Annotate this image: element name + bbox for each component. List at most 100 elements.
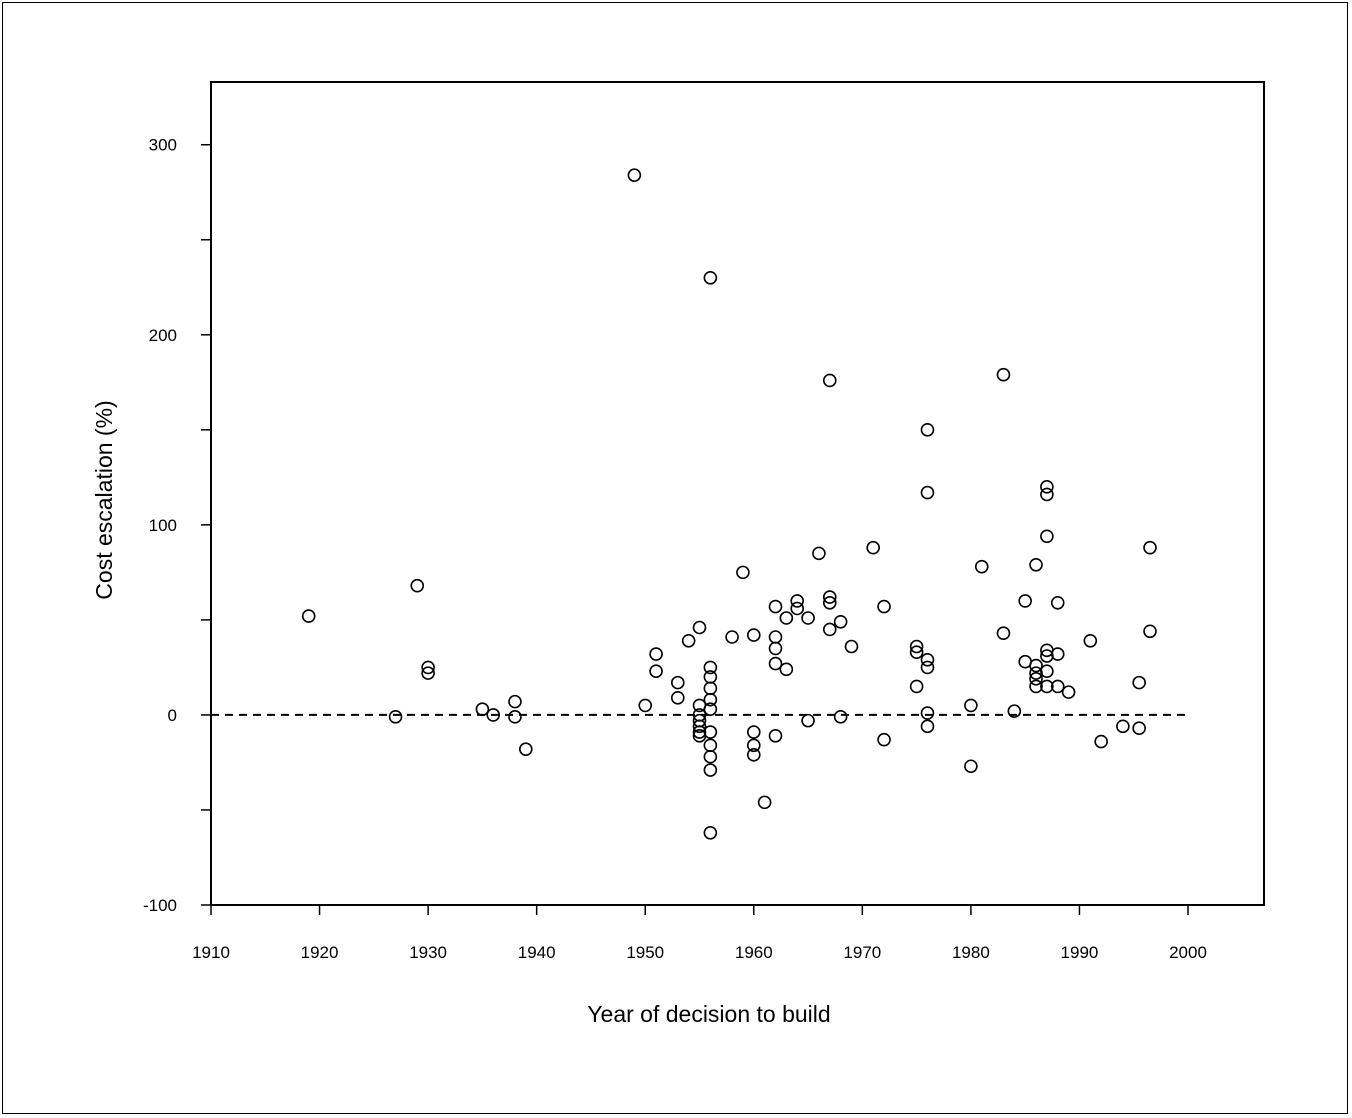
data-point [746,725,761,739]
y-axis-title: Cost escalation (%) [91,400,117,599]
data-point [1029,679,1043,694]
data-point [703,738,718,753]
data-point [649,647,663,661]
data-point [1007,704,1022,718]
data-point [1029,666,1043,680]
x-tick-label: 1920 [301,943,339,962]
data-point [703,702,718,717]
data-point [1040,679,1054,694]
data-point [996,367,1011,382]
data-point [833,710,848,724]
data-point [768,729,783,743]
data-point [692,725,707,739]
data-point [519,742,533,756]
data-point [475,702,490,717]
data-point [1132,721,1146,736]
data-point [649,664,663,679]
data-point [421,666,435,680]
data-point [1083,634,1098,648]
data-point [801,611,815,625]
y-tick-label: -100 [143,896,177,915]
data-point [703,825,718,840]
x-tick-label: 1910 [192,943,230,962]
data-point [746,738,761,753]
data-point [681,634,696,648]
data-point [703,270,718,285]
data-point [736,565,750,580]
data-point [746,628,761,642]
data-point [725,630,739,644]
y-tick-label: 300 [149,136,177,155]
data-point [844,639,859,654]
y-tick-label: 200 [149,326,177,345]
y-axis: -100 0 100 200 300 [143,136,211,915]
data-point [1094,734,1108,749]
data-point [410,578,425,593]
x-tick-label: 1990 [1061,943,1099,962]
data-point [746,748,761,762]
data-point [909,639,924,654]
data-point [1040,487,1054,502]
data-point [768,656,783,671]
data-point [822,622,837,637]
data-point [508,694,522,709]
data-point [801,713,815,728]
data-point [670,675,685,690]
data-point [1050,647,1065,661]
data-point [812,546,826,561]
data-point [1132,675,1146,690]
data-point [703,749,718,764]
data-point [822,590,837,604]
data-point [1040,664,1054,679]
data-point [692,620,707,635]
data-point [822,595,837,610]
data-point [1040,649,1054,663]
data-point [1061,685,1076,699]
data-point [768,630,783,644]
data-point [964,759,978,774]
data-point [779,662,794,677]
data-point [1116,719,1130,734]
data-point [757,795,772,810]
data-point [703,660,718,675]
data-point [964,698,978,713]
data-point [421,660,435,675]
x-axis: 1910 1920 1930 1940 1950 1960 1970 1980 1990 2000 [192,905,1207,962]
x-tick-label: 2000 [1169,943,1207,962]
data-point [1050,679,1065,694]
data-point [920,485,935,500]
data-point [388,710,403,724]
x-tick-label: 1930 [409,943,447,962]
data-point [508,710,522,724]
data-point [638,698,653,713]
plot-area-border [210,81,1265,906]
data-point [703,763,718,777]
data-point [768,599,783,614]
y-tick-label: 0 [168,706,177,725]
data-point [1029,557,1043,572]
data-point [920,660,935,675]
data-point [909,645,924,660]
data-point [703,681,718,696]
data-point [768,641,783,656]
data-point [920,653,935,667]
data-point [920,706,935,720]
data-point [1018,594,1032,608]
data-point [1040,480,1054,494]
x-tick-label: 1940 [518,943,556,962]
data-point [703,692,718,707]
data-point [833,614,848,629]
data-point [1143,624,1157,639]
data-point [909,679,924,694]
data-point [1143,540,1157,555]
data-point [670,691,685,705]
data-point [301,609,316,623]
y-tick-label: 100 [149,516,177,535]
data-point [692,719,707,734]
data-point [866,540,880,555]
data-point [1050,595,1065,610]
data-point [996,626,1011,641]
data-point [877,732,891,747]
